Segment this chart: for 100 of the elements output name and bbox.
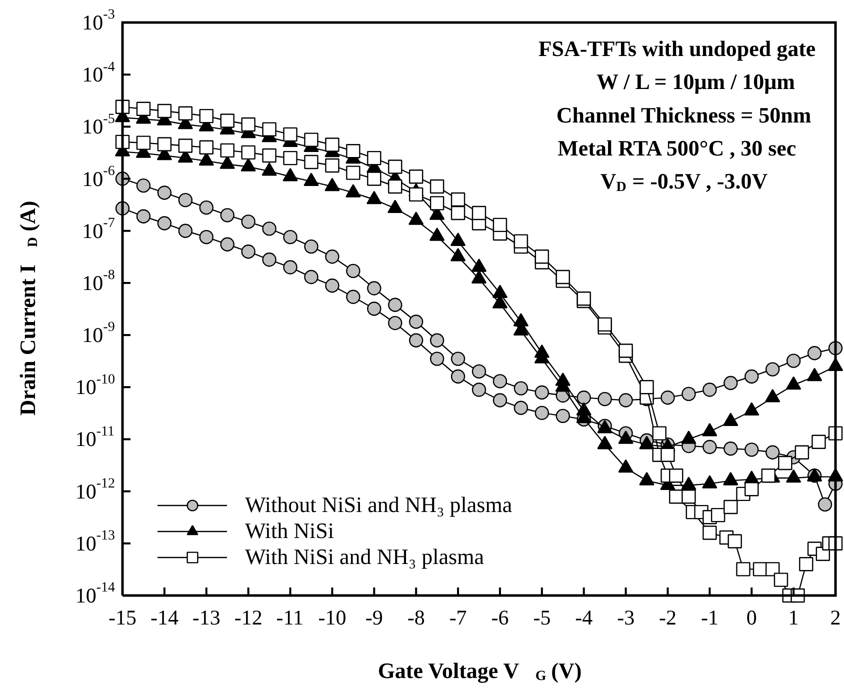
- point: [283, 150, 298, 166]
- point: [388, 298, 402, 312]
- point: [472, 206, 486, 220]
- point: [724, 442, 738, 456]
- x-tick-label: -15: [108, 606, 137, 630]
- point: [241, 145, 256, 160]
- point: [514, 381, 528, 396]
- x-tick-label: -5: [533, 606, 551, 630]
- annotation: FSA-TFTs with undoped gate: [538, 36, 816, 61]
- x-tick-label: 2: [830, 606, 841, 630]
- point: [807, 346, 822, 360]
- point: [778, 456, 792, 470]
- point: [744, 442, 759, 457]
- legend-label: With NiSi: [245, 518, 334, 544]
- point: [492, 374, 508, 388]
- x-tick-label: -7: [449, 606, 467, 630]
- point: [534, 250, 550, 264]
- point: [408, 314, 424, 329]
- y-axis-title: Drain Current ID (A): [15, 200, 42, 416]
- point: [199, 200, 214, 215]
- point: [702, 526, 717, 540]
- point: [765, 445, 780, 460]
- point: [346, 264, 360, 278]
- x-tick-label: -4: [575, 606, 594, 630]
- point: [157, 137, 172, 152]
- point: [534, 385, 550, 400]
- point: [576, 292, 591, 306]
- point: [514, 400, 528, 415]
- point: [178, 138, 193, 153]
- point: [304, 270, 318, 284]
- point: [774, 572, 788, 587]
- x-tick-label: -13: [192, 606, 220, 630]
- point: [304, 132, 318, 147]
- point: [325, 250, 340, 264]
- x-tick-label: -1: [700, 606, 718, 630]
- point: [724, 376, 738, 390]
- point: [157, 104, 172, 118]
- point: [472, 382, 486, 397]
- point: [450, 206, 466, 220]
- point: [744, 369, 759, 384]
- point: [492, 393, 508, 408]
- point: [262, 148, 276, 163]
- point: [136, 102, 151, 116]
- point: [325, 138, 340, 152]
- point: [325, 158, 340, 173]
- point: [325, 278, 340, 293]
- point: [136, 136, 151, 150]
- point: [652, 426, 666, 440]
- point: [598, 392, 612, 406]
- x-tick-label: -8: [407, 606, 425, 630]
- point: [736, 562, 750, 576]
- point: [799, 557, 814, 572]
- point: [710, 508, 726, 522]
- point: [157, 216, 172, 230]
- point: [492, 218, 508, 232]
- annotation: W / L = 10μm / 10μm: [596, 69, 795, 94]
- point: [304, 239, 318, 254]
- point: [728, 534, 742, 548]
- point: [199, 230, 214, 244]
- point: [794, 445, 810, 460]
- point: [283, 230, 298, 244]
- x-tick-label: -6: [491, 606, 509, 630]
- point: [220, 237, 234, 252]
- annotation: Metal RTA 500°C , 30 sec: [558, 135, 796, 160]
- point: [262, 252, 276, 267]
- point: [618, 344, 633, 358]
- point: [430, 196, 444, 210]
- point: [178, 192, 193, 208]
- point: [472, 364, 486, 379]
- point: [388, 316, 402, 330]
- point: [765, 562, 780, 576]
- point: [450, 369, 466, 384]
- point: [450, 352, 466, 366]
- point: [388, 179, 402, 194]
- point: [220, 143, 234, 158]
- point: [408, 170, 424, 184]
- point: [618, 393, 633, 408]
- x-tick-label: 1: [788, 606, 799, 630]
- point: [660, 448, 675, 462]
- point: [576, 390, 591, 405]
- point: [220, 208, 234, 222]
- point: [682, 490, 696, 504]
- x-tick-label: -2: [659, 606, 677, 630]
- point: [818, 497, 832, 512]
- point: [702, 382, 717, 397]
- point: [241, 214, 256, 229]
- legend-label: Without NiSi and NH₃ plasma: [245, 492, 512, 518]
- point: [241, 244, 256, 259]
- point: [598, 317, 612, 332]
- point: [408, 333, 424, 348]
- point: [514, 234, 528, 248]
- x-tick-label: -10: [318, 606, 346, 630]
- point: [761, 468, 776, 483]
- point: [304, 154, 318, 170]
- point: [283, 127, 298, 142]
- point: [556, 270, 570, 284]
- point: [346, 166, 360, 180]
- point: [367, 281, 382, 296]
- legend-label: With NiSi and NH₃ plasma: [245, 544, 484, 570]
- point: [556, 408, 570, 424]
